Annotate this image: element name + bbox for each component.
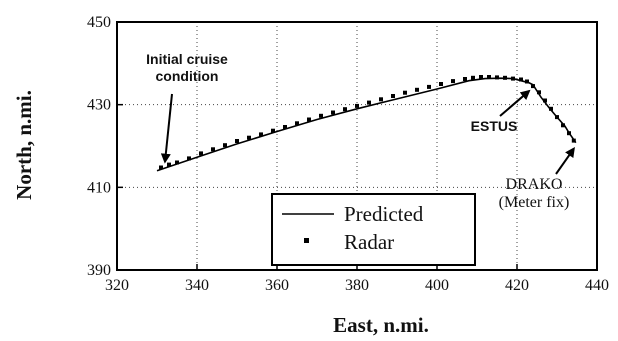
x-tick-label: 400 — [425, 277, 449, 294]
radar-point — [247, 135, 251, 140]
legend-radar-label: Radar — [344, 230, 394, 254]
radar-point — [415, 87, 419, 92]
annotation-drako-text: DRAKO — [506, 176, 563, 193]
annotation-drako-text: (Meter fix) — [499, 194, 570, 211]
radar-point — [511, 76, 515, 81]
radar-point — [439, 82, 443, 86]
annotation-initial-cruise-text: condition — [156, 68, 219, 84]
annotation-initial-cruise-arrow — [160, 93, 173, 164]
radar-point — [259, 132, 263, 137]
radar-point — [235, 139, 239, 143]
radar-point — [525, 79, 529, 84]
radar-point — [451, 79, 455, 84]
radar-point — [367, 100, 371, 105]
x-axis-label: East, n.mi. — [333, 313, 429, 337]
radar-point — [537, 90, 541, 95]
legend-box — [271, 193, 476, 266]
x-tick-label: 440 — [585, 277, 609, 294]
radar-point — [427, 84, 431, 89]
y-tick-label: 390 — [87, 262, 111, 279]
radar-point — [487, 75, 491, 79]
radar-point — [503, 75, 507, 80]
annotation-initial-cruise-text: Initial cruise — [146, 51, 228, 67]
radar-point — [561, 123, 565, 128]
radar-point — [187, 156, 191, 161]
radar-point — [159, 165, 163, 170]
y-tick-label: 430 — [87, 97, 111, 114]
radar-point — [571, 138, 576, 143]
annotation-drako-arrow — [555, 147, 575, 175]
radar-point — [403, 90, 407, 95]
annotation-estus: ESTUS — [471, 118, 518, 134]
legend: Predicted Radar — [271, 193, 476, 266]
radar-point — [331, 110, 335, 115]
x-tick-label: 360 — [265, 277, 289, 294]
annotation-drako: DRAKO(Meter fix) — [499, 176, 570, 211]
x-tick-label: 320 — [105, 277, 129, 294]
radar-point — [463, 77, 467, 81]
x-tick-label: 420 — [505, 277, 529, 294]
radar-point — [295, 121, 299, 126]
legend-predicted-label: Predicted — [344, 202, 424, 226]
radar-point — [549, 106, 553, 111]
radar-point — [223, 143, 227, 148]
radar-point — [319, 113, 323, 118]
radar-point — [355, 103, 359, 108]
radar-point — [495, 75, 499, 80]
radar-point — [471, 75, 475, 80]
y-tick-label: 410 — [87, 179, 111, 196]
radar-point — [519, 77, 523, 82]
radar-point — [479, 75, 483, 79]
radar-point — [199, 151, 203, 156]
radar-point — [175, 160, 179, 165]
legend-radar-swatch — [304, 238, 309, 243]
data-layer — [156, 75, 577, 172]
radar-point — [543, 98, 547, 103]
radar-point — [391, 94, 395, 98]
y-tick-label: 450 — [87, 14, 111, 31]
annotation-estus-text: ESTUS — [471, 118, 518, 134]
radar-point — [343, 107, 347, 112]
radar-point — [379, 97, 383, 102]
tick-labels: 320 340 360 380 400 420 440 390 410 430 450 — [87, 14, 609, 294]
radar-point — [167, 162, 171, 167]
radar-point — [531, 84, 535, 89]
radar-point — [211, 147, 215, 152]
annotation-estus-arrow — [499, 89, 531, 117]
radar-point — [555, 115, 559, 120]
x-tick-label: 340 — [185, 277, 209, 294]
radar-point — [307, 117, 311, 122]
radar-point — [283, 125, 287, 129]
y-axis-label: North, n.mi. — [12, 90, 36, 200]
radar-point — [567, 131, 571, 136]
radar-point — [271, 128, 275, 133]
x-tick-label: 380 — [345, 277, 369, 294]
